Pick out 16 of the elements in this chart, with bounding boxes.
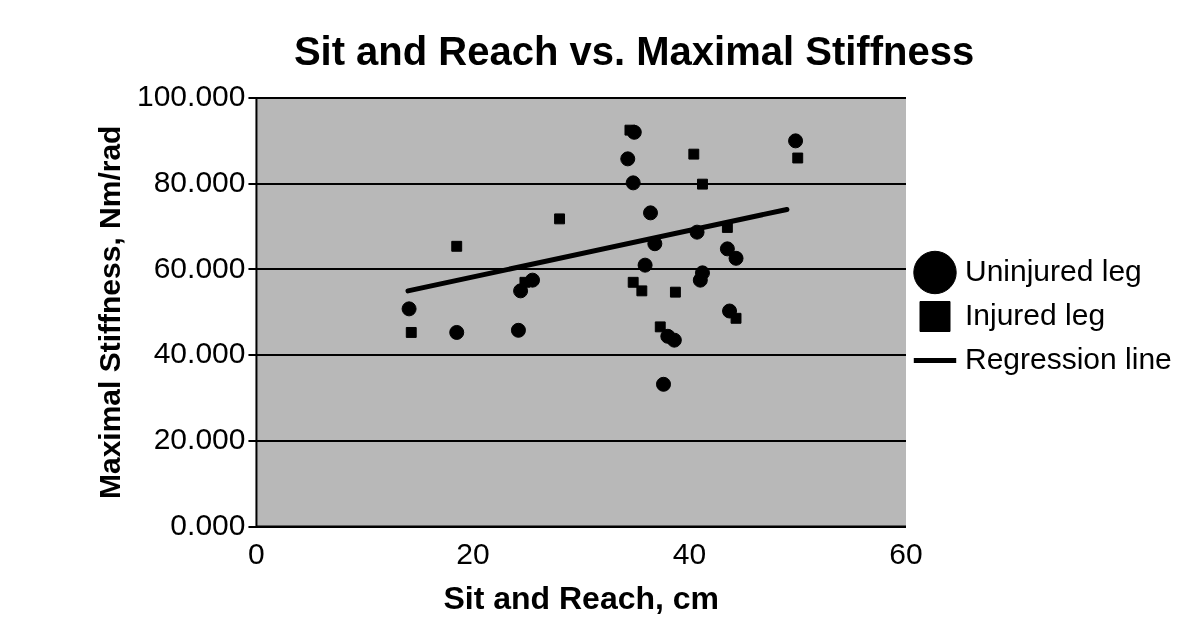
chart-title: Sit and Reach vs. Maximal Stiffness: [293, 29, 975, 74]
x-tick-label: 60: [889, 536, 923, 570]
y-axis-title: Maximal Stiffness, Nm/rad: [93, 125, 127, 500]
y-tick-label: 20.000: [153, 422, 246, 456]
y-tick-label: 80.000: [153, 164, 246, 198]
y-tick-label: 0.000: [170, 507, 246, 541]
x-tick-label: 0: [248, 536, 265, 570]
x-axis-title: Sit and Reach, cm: [443, 579, 720, 616]
legend-label: Regression line: [965, 341, 1172, 375]
legend-label: Uninjured leg: [965, 253, 1142, 287]
x-tick-label: 20: [456, 536, 490, 570]
legend-label: Injured leg: [965, 297, 1106, 331]
y-tick-label: 100.000: [136, 79, 246, 113]
y-tick-label: 60.000: [153, 250, 246, 284]
x-tick-label: 40: [672, 536, 707, 570]
y-tick-label: 40.000: [153, 336, 246, 370]
